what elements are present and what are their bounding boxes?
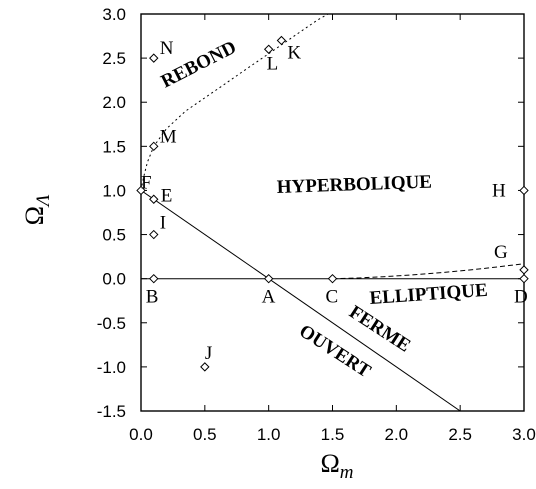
point-marker-e (149, 194, 159, 204)
point-label-f: F (141, 172, 152, 193)
series-line-solid (141, 189, 461, 411)
point-label-a: A (262, 287, 276, 308)
x-axis-label: Ωm (320, 449, 353, 483)
x-tick-label: 1.5 (321, 425, 345, 444)
point-label-i: I (160, 213, 166, 234)
point-label-b: B (146, 287, 159, 308)
x-tick-label: 1.0 (257, 425, 281, 444)
y-tick-label: 3.0 (102, 5, 126, 24)
x-tick-label: 2.5 (448, 425, 472, 444)
point-marker-j (200, 362, 210, 372)
point-marker-g (519, 265, 529, 275)
point-label-g: G (494, 242, 508, 263)
point-marker-d (519, 273, 529, 284)
y-tick-label: 1.0 (102, 181, 126, 200)
point-marker-m (149, 141, 159, 152)
point-label-k: K (287, 42, 301, 63)
point-label-l: L (267, 53, 279, 74)
point-label-h: H (492, 180, 506, 201)
y-tick-label: 0.0 (102, 270, 126, 289)
point-label-d: D (514, 287, 528, 308)
annotation-hyperbolique: HYPERBOLIQUE (276, 172, 432, 198)
point-marker-h (519, 185, 529, 196)
series-line-dashed (332, 263, 524, 280)
point-marker-n (149, 53, 159, 63)
points: N M LK FEI H G D B A C J (136, 35, 529, 372)
point-marker-i (149, 229, 159, 240)
y-tick-label: -0.5 (97, 314, 126, 333)
point-label-n: N (160, 38, 174, 59)
x-tick-label: 2.0 (385, 425, 409, 444)
point-marker-l (263, 44, 274, 54)
point-label-e: E (161, 185, 173, 206)
x-tick-label: 3.0 (512, 425, 536, 444)
series-line-dotted (141, 14, 329, 191)
point-marker-f (136, 185, 146, 196)
y-tick-label: -1.0 (97, 358, 126, 377)
ticks: 0.0 0.5 1.0 1.5 2.0 2.5 3.0 -1.5 -1.0 -0.5 0.0 0.5 1… (97, 5, 536, 444)
annotation-ferme: FERME (345, 302, 414, 357)
point-marker-a (263, 273, 274, 284)
x-tick-label: 0.0 (129, 425, 153, 444)
point-marker-k (276, 35, 287, 46)
y-tick-label: 1.5 (102, 137, 126, 156)
point-marker-c (327, 273, 338, 284)
x-tick-label: 0.5 (193, 425, 217, 444)
y-tick-label: 2.0 (102, 93, 126, 112)
point-marker-b (149, 273, 159, 284)
point-label-j: J (205, 343, 212, 364)
y-axis-label: ΩΛ (20, 194, 54, 225)
point-label-c: C (326, 287, 339, 308)
y-tick-label: 2.5 (102, 49, 126, 68)
annotation-elliptique: ELLIPTIQUE (369, 280, 488, 309)
y-tick-label: -1.5 (97, 402, 126, 421)
point-label-m: M (160, 126, 177, 147)
y-tick-label: 0.5 (102, 226, 126, 245)
